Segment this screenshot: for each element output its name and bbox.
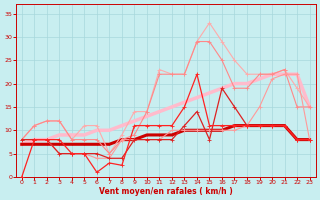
X-axis label: Vent moyen/en rafales ( km/h ): Vent moyen/en rafales ( km/h ) — [99, 187, 233, 196]
